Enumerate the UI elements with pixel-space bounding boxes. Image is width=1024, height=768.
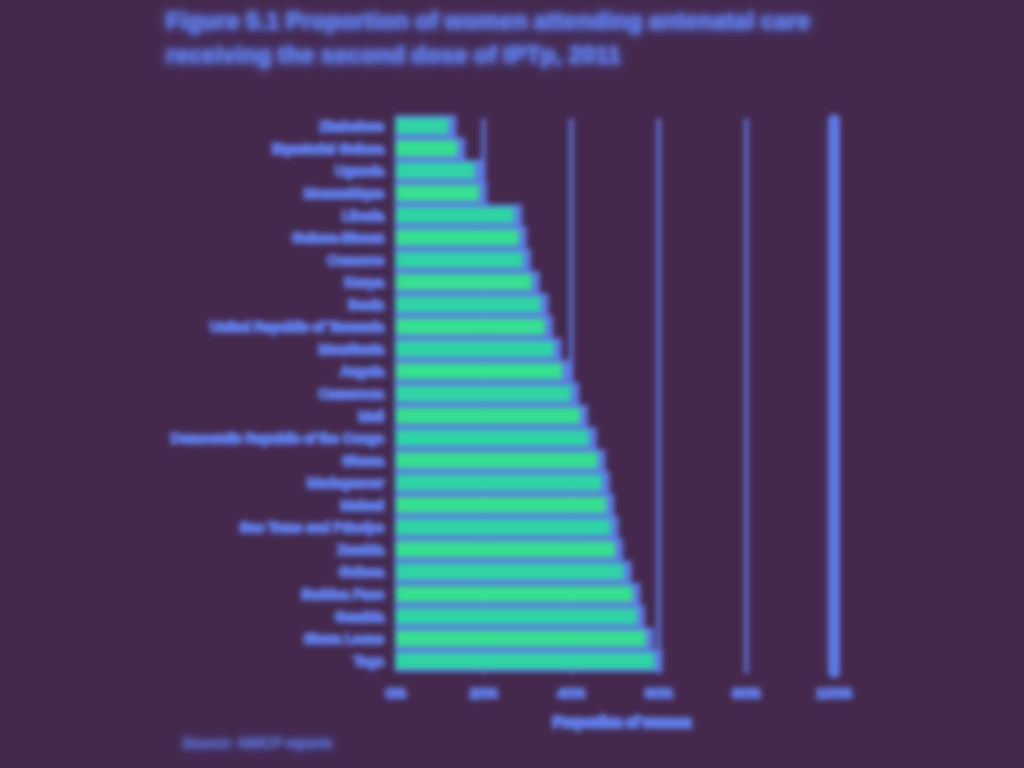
bar-ghana (396, 452, 598, 469)
bar-madagascar (396, 474, 602, 491)
bar-democratic-republic-of-the-congo (396, 430, 589, 447)
bar-mali (396, 407, 580, 424)
bar-liberia (396, 207, 515, 224)
category-label: Sierra Leone (304, 631, 384, 647)
category-label: Madagascar (307, 475, 384, 491)
bar-zimbabwe (396, 118, 449, 135)
bar-sierra-leone (396, 630, 646, 647)
bar-guinea-bissau (396, 229, 519, 246)
x-tick-label: 40% (557, 685, 585, 701)
bar-togo (396, 652, 655, 669)
category-label: Mozambique (304, 185, 384, 201)
bar-comoros (396, 251, 524, 268)
x-tick-label: 100% (816, 685, 852, 701)
bar-mauritania (396, 340, 554, 357)
x-tick-label: 0% (386, 685, 406, 701)
category-label: Guinea (339, 564, 384, 580)
category-label: Sao Tome and Principe (240, 519, 385, 535)
category-label: Gambia (335, 608, 384, 624)
category-label: Burkina Faso (302, 586, 385, 602)
category-label: Equatorial Guinea (272, 140, 384, 156)
category-label: Angola (340, 363, 384, 379)
category-label: Mali (358, 408, 384, 424)
bar-sao-tome-and-principe (396, 519, 611, 536)
category-label: Democratic Republic of the Congo (171, 430, 384, 446)
bars (396, 115, 663, 672)
category-label: Liberia (342, 207, 384, 223)
category-label: United Republic of Tanzania (210, 319, 384, 335)
category-label: Comoros (327, 252, 384, 268)
bar-united-republic-of-tanzania (396, 318, 545, 335)
bar-gambia (396, 608, 637, 625)
bar-guinea (396, 563, 624, 580)
category-label: Mauritania (319, 341, 385, 357)
bar-cameroon (396, 385, 572, 402)
bar-benin (396, 296, 541, 313)
category-label: Kenya (344, 274, 384, 290)
category-label: Uganda (335, 163, 384, 179)
bar-kenya (396, 274, 532, 291)
source-note: Source: NMCP reports (182, 735, 333, 752)
bar-zambia (396, 541, 615, 558)
category-label: Zimbabwe (319, 118, 384, 134)
chart-title-line-2: receiving the second dose of IPTp, 2011 (166, 42, 621, 69)
bar-burkina-faso (396, 585, 633, 603)
category-label: Malawi (340, 497, 384, 513)
x-tick-label: 20% (470, 685, 498, 701)
x-axis-label: Proportion of women (553, 714, 691, 731)
bar-equatorial-guinea (396, 140, 458, 157)
category-label: Guinea-Bissau (292, 230, 384, 246)
category-label: Cameroon (319, 386, 384, 402)
bar-angola (396, 363, 563, 380)
bar-uganda (396, 162, 475, 179)
category-label: Ghana (342, 452, 384, 468)
bar-mozambique (396, 184, 480, 202)
chart-title-line-1: Figure 5.1 Proportion of women attending… (166, 8, 811, 35)
category-label: Benin (348, 296, 384, 312)
bar-malawi (396, 496, 607, 513)
category-label: Zambia (337, 541, 384, 557)
x-tick-labels: 0% 20% 40% 60% 80% 100% (384, 684, 853, 703)
category-labels: Zimbabwe Equatorial Guinea Uganda Mozambiqu… (169, 117, 386, 671)
x-tick-label: 80% (732, 685, 760, 701)
x-tick-label: 60% (645, 685, 673, 701)
category-label: Togo (354, 653, 385, 669)
